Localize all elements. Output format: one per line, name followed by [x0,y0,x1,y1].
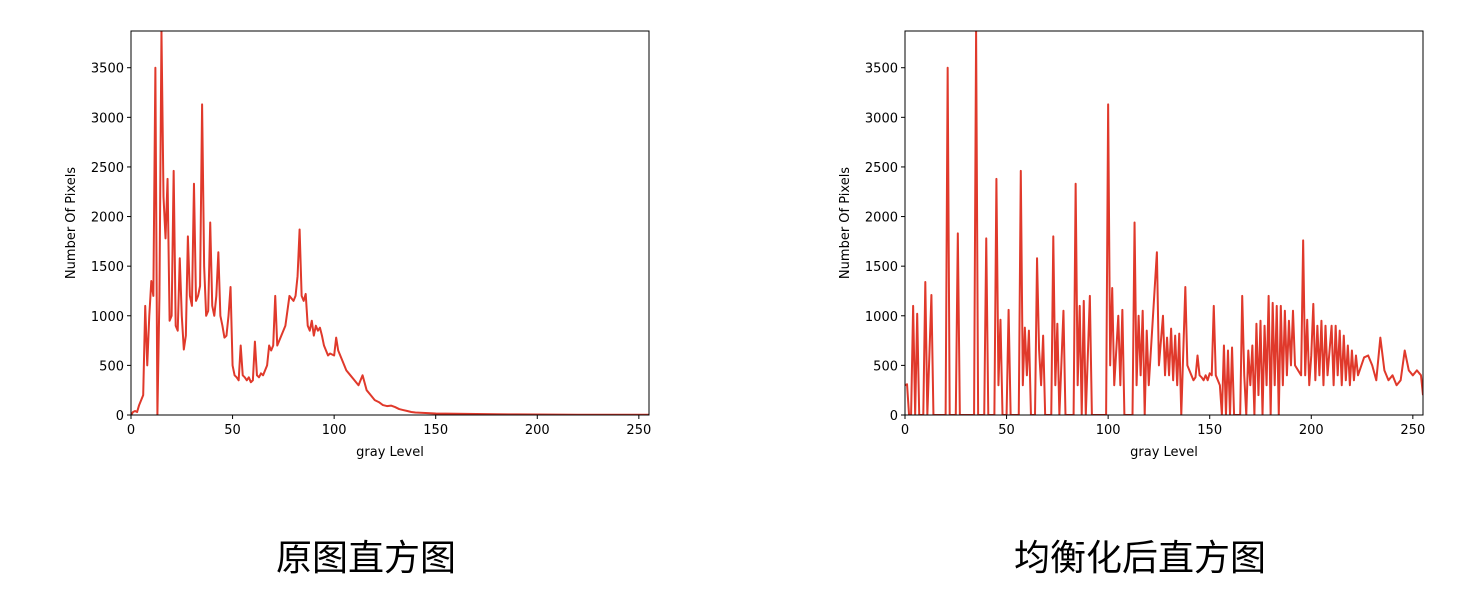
x-axis-label: gray Level [1130,445,1198,460]
axes-frame [904,30,1424,416]
y-tick-label: 2000 [865,211,898,226]
x-tick-label: 150 [423,423,448,438]
x-axis-label: gray Level [356,445,424,460]
y-tick-label: 1000 [91,310,124,325]
y-tick-label: 0 [890,409,898,424]
x-tick-label: 100 [1096,423,1121,438]
x-tick-label: 200 [525,423,550,438]
caption: 原图直方图 [276,538,456,579]
y-tick-label: 3000 [91,111,124,126]
y-tick-label: 3500 [91,62,124,77]
y-tick-label: 2500 [91,161,124,176]
x-tick-label: 100 [322,423,347,438]
axes-frame [130,30,650,416]
histogram-line [131,31,649,415]
y-tick-label: 2500 [865,161,898,176]
y-tick-label: 3500 [865,62,898,77]
caption: 均衡化后直方图 [1014,538,1266,579]
x-tick-label: 0 [127,423,135,438]
x-tick-label: 200 [1299,423,1324,438]
y-tick-label: 2000 [91,211,124,226]
y-axis-label: Number Of Pixels [838,167,853,279]
x-tick-label: 150 [1197,423,1222,438]
x-tick-label: 50 [224,423,241,438]
y-tick-label: 500 [99,359,124,374]
y-tick-label: 0 [116,409,124,424]
y-tick-label: 1500 [91,260,124,275]
y-axis-label: Number Of Pixels [64,167,79,279]
histogram-line [905,31,1423,415]
y-tick-label: 1000 [865,310,898,325]
y-tick-label: 3000 [865,111,898,126]
x-tick-label: 250 [626,423,651,438]
x-tick-label: 0 [901,423,909,438]
y-tick-label: 500 [873,359,898,374]
x-tick-label: 50 [998,423,1015,438]
x-tick-label: 250 [1400,423,1425,438]
y-tick-label: 1500 [865,260,898,275]
